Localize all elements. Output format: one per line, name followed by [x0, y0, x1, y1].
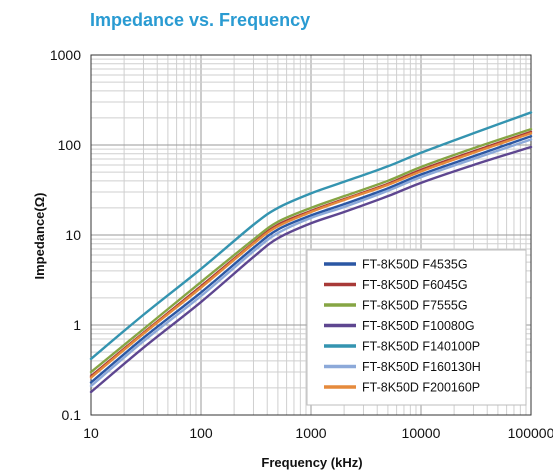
y-tick-label: 1 — [73, 317, 81, 333]
legend-entry: FT-8K50D F160130H — [362, 360, 481, 374]
x-tick-label: 10000 — [402, 425, 441, 441]
x-axis-label: Frequency (kHz) — [261, 455, 362, 470]
series-line — [89, 132, 533, 379]
y-tick-label: 100 — [58, 137, 82, 153]
legend: FT-8K50D F4535G FT-8K50D F6045G FT-8K50D F… — [306, 249, 527, 406]
legend-entry: FT-8K50D F4535G — [362, 258, 468, 272]
chart-title: Impedance vs. Frequency — [90, 10, 310, 30]
y-tick-label: 1000 — [50, 47, 81, 63]
y-axis-label: Impedance(Ω) — [32, 193, 47, 280]
x-tick-label: 1000 — [295, 425, 326, 441]
legend-box — [306, 249, 527, 406]
legend-entry: FT-8K50D F6045G — [362, 278, 468, 292]
legend-entry: FT-8K50D F200160P — [362, 381, 480, 395]
legend-entry: FT-8K50D F10080G — [362, 319, 475, 333]
series-line — [89, 111, 533, 361]
series-line — [89, 127, 533, 374]
x-tick-label: 100 — [189, 425, 213, 441]
legend-entry: FT-8K50D F7555G — [362, 299, 468, 313]
legend-entry: FT-8K50D F140100P — [362, 340, 480, 354]
x-tick-label: 100000 — [508, 425, 553, 441]
y-tick-label: 0.1 — [62, 407, 82, 423]
series-line — [89, 138, 533, 388]
y-tick-label: 10 — [65, 227, 81, 243]
series-line — [89, 145, 533, 394]
series-lines — [89, 111, 533, 394]
x-tick-label: 10 — [83, 425, 99, 441]
series-line — [89, 135, 533, 384]
plot-frame — [90, 54, 532, 416]
tick-labels: 10 100 1000 10000 100000 0.1 1 10 100 1000 — [50, 47, 553, 441]
